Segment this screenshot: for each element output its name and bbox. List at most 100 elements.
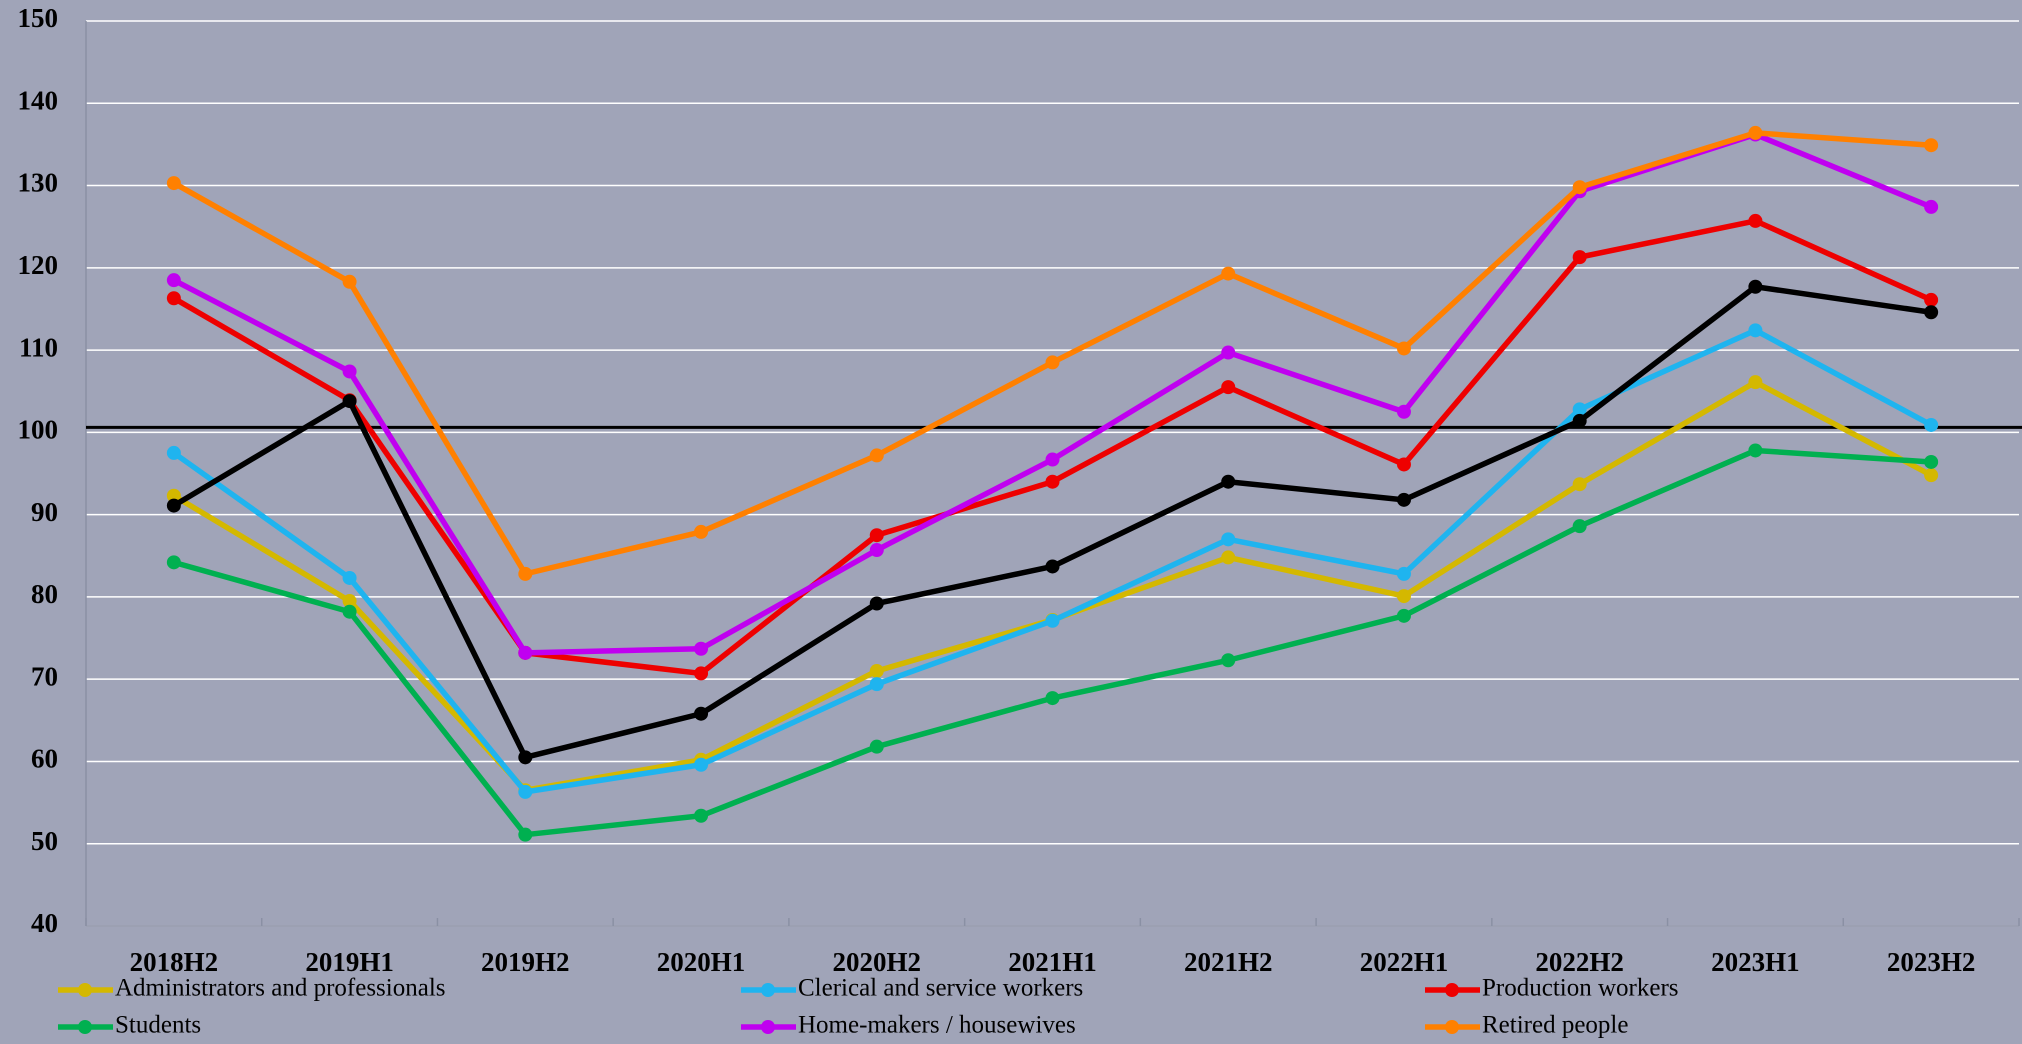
data-point xyxy=(869,663,884,678)
data-point xyxy=(1396,457,1411,472)
legend-marker xyxy=(1445,983,1459,997)
legend-marker xyxy=(78,983,92,997)
data-point xyxy=(1396,341,1411,356)
data-point xyxy=(1045,613,1060,628)
y-tick-label: 140 xyxy=(18,85,59,115)
data-point xyxy=(1221,266,1236,281)
data-point xyxy=(869,448,884,463)
legend-label: Students xyxy=(115,1012,201,1039)
x-tick-label: 2020H2 xyxy=(833,947,922,977)
data-point xyxy=(342,594,357,609)
y-tick-label: 90 xyxy=(31,497,58,527)
data-point xyxy=(1924,138,1939,153)
y-tick-label: 130 xyxy=(18,168,59,198)
data-point xyxy=(1748,279,1763,294)
data-point xyxy=(1045,355,1060,370)
data-point xyxy=(1221,380,1236,395)
legend-label: Retired people xyxy=(1482,1012,1628,1039)
data-point xyxy=(1221,345,1236,360)
data-point xyxy=(1924,305,1939,320)
data-point xyxy=(1572,250,1587,265)
y-tick-label: 50 xyxy=(31,826,58,856)
legend-marker xyxy=(78,1020,92,1034)
data-point xyxy=(1045,559,1060,574)
data-point xyxy=(1924,468,1939,483)
data-point xyxy=(518,750,533,765)
data-point xyxy=(166,273,181,288)
legend-label: Clerical and service workers xyxy=(798,975,1083,1002)
data-point xyxy=(342,274,357,289)
y-tick-label: 60 xyxy=(31,744,58,774)
data-point xyxy=(1396,404,1411,419)
data-point xyxy=(166,488,181,503)
data-point xyxy=(694,808,709,823)
x-tick-label: 2021H1 xyxy=(1008,947,1097,977)
series-line xyxy=(172,218,1933,677)
y-tick-label: 150 xyxy=(18,3,59,33)
data-point xyxy=(166,555,181,570)
data-point xyxy=(1924,417,1939,432)
y-tick-label: 80 xyxy=(31,579,58,609)
x-tick-label: 2023H2 xyxy=(1887,947,1976,977)
x-tick-label: 2020H1 xyxy=(657,947,746,977)
x-tick-label: 2019H2 xyxy=(481,947,570,977)
data-point xyxy=(1396,492,1411,507)
data-point xyxy=(1221,653,1236,668)
data-point xyxy=(1396,566,1411,581)
legend-label: Home-makers / housewives xyxy=(798,1012,1076,1039)
data-point xyxy=(1748,125,1763,140)
data-point xyxy=(342,604,357,619)
x-tick-label: 2019H1 xyxy=(305,947,394,977)
data-point xyxy=(518,827,533,842)
data-point xyxy=(694,524,709,539)
data-point xyxy=(869,528,884,543)
legend-marker xyxy=(1445,1020,1459,1034)
data-point xyxy=(1572,413,1587,428)
data-point xyxy=(1045,474,1060,489)
data-point xyxy=(694,666,709,681)
legend-marker xyxy=(761,1020,775,1034)
data-point xyxy=(518,566,533,581)
y-tick-label: 110 xyxy=(19,332,58,362)
data-point xyxy=(1924,292,1939,307)
data-point xyxy=(694,641,709,656)
x-tick-label: 2023H1 xyxy=(1711,947,1800,977)
data-point xyxy=(1748,443,1763,458)
data-point xyxy=(869,677,884,692)
y-tick-label: 40 xyxy=(31,908,58,938)
data-point xyxy=(1748,375,1763,390)
data-point xyxy=(1924,454,1939,469)
data-point xyxy=(166,291,181,306)
series-line xyxy=(172,379,1933,793)
data-point xyxy=(166,445,181,460)
y-tick-label: 100 xyxy=(18,415,59,445)
legend-marker xyxy=(761,983,775,997)
data-point xyxy=(1396,608,1411,623)
x-tick-label: 2022H2 xyxy=(1535,947,1624,977)
data-point xyxy=(694,757,709,772)
data-point xyxy=(869,596,884,611)
data-point xyxy=(342,364,357,379)
data-point xyxy=(1572,402,1587,417)
data-point xyxy=(1748,323,1763,338)
legend-label: Production workers xyxy=(1482,975,1679,1002)
data-point xyxy=(166,498,181,513)
x-tick-label: 2022H1 xyxy=(1360,947,1449,977)
x-tick-label: 2021H2 xyxy=(1184,947,1273,977)
data-point xyxy=(1396,589,1411,604)
data-point xyxy=(518,645,533,660)
data-point xyxy=(1221,474,1236,489)
y-tick-label: 70 xyxy=(31,661,58,691)
data-point xyxy=(342,570,357,585)
data-point xyxy=(1221,532,1236,547)
data-point xyxy=(518,784,533,799)
data-point xyxy=(1572,477,1587,492)
data-point xyxy=(1572,519,1587,534)
data-point xyxy=(1924,199,1939,214)
legend-label: Administrators and professionals xyxy=(115,975,446,1002)
data-point xyxy=(1045,691,1060,706)
data-point xyxy=(869,739,884,754)
data-point xyxy=(869,543,884,558)
